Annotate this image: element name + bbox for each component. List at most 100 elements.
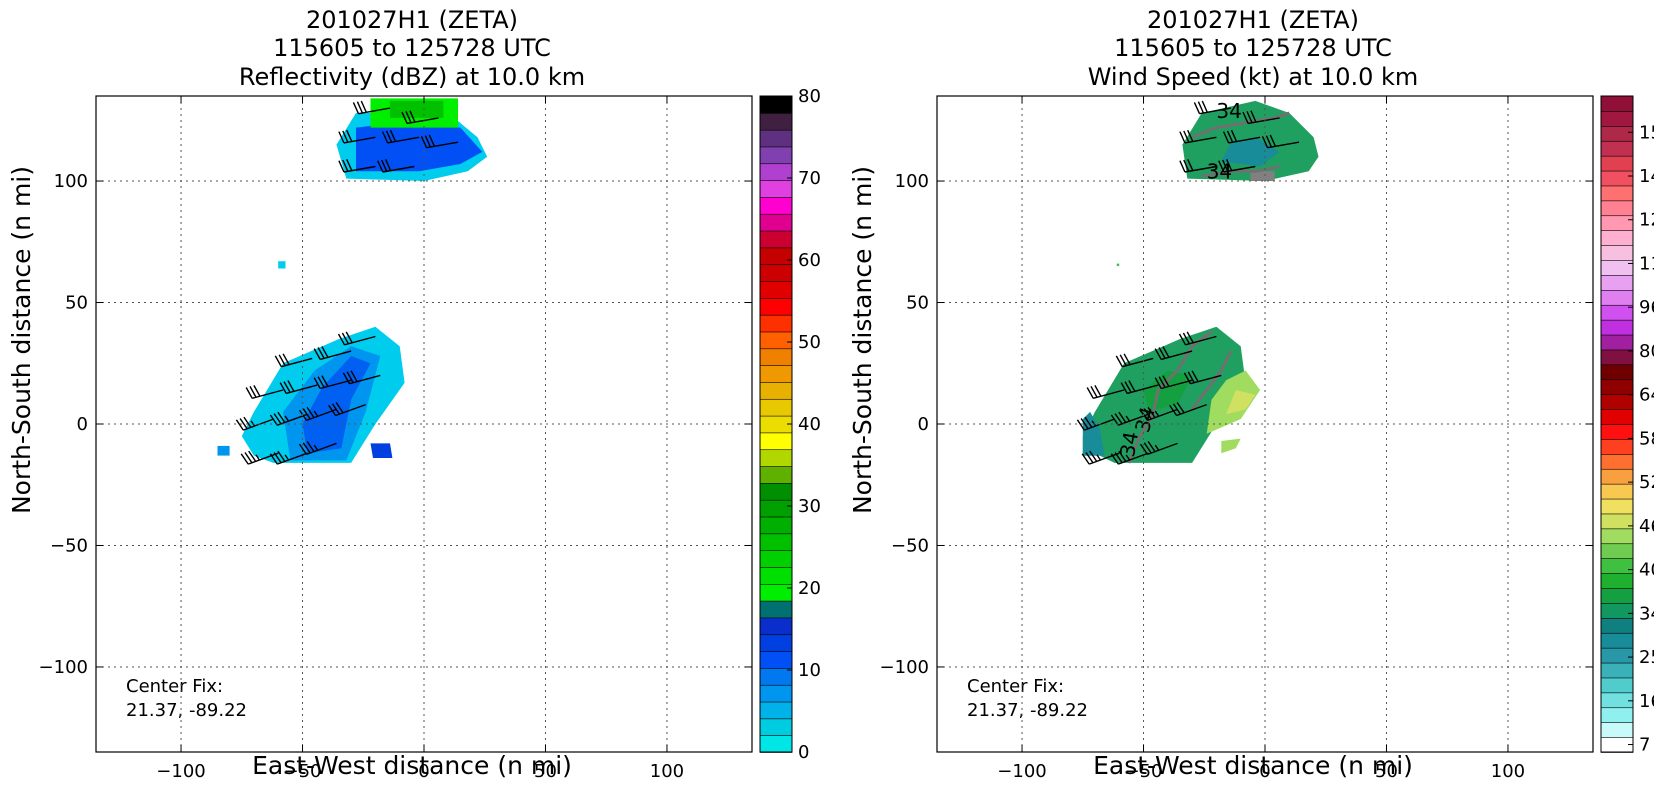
- x-axis-label: East-West distance (n mi): [1093, 751, 1413, 780]
- southern-wind-yellow: [1226, 390, 1256, 415]
- colorbar-segment: [759, 734, 793, 753]
- contour-34: [1127, 330, 1213, 464]
- colorbar-segment: [759, 364, 793, 383]
- colorbar-tick-label: 64: [1639, 385, 1654, 406]
- colorbar-segment: [1600, 542, 1634, 559]
- colorbar-segment: [759, 230, 793, 249]
- colorbar-tick-label: 50: [798, 332, 821, 353]
- colorbar-segment: [759, 516, 793, 535]
- colorbar-segment: [1600, 632, 1634, 649]
- colorbar-segment: [759, 112, 793, 131]
- x-tick-label: 100: [1491, 761, 1525, 782]
- colorbar-tick-label: 40: [1639, 560, 1654, 581]
- y-tick-label: 0: [918, 414, 929, 435]
- colorbar-segment: [1600, 393, 1634, 410]
- wind-barb: [1179, 159, 1217, 173]
- colorbar-segment: [1600, 423, 1634, 440]
- colorbar-segment: [759, 482, 793, 501]
- colorbar-segment: [1600, 602, 1634, 619]
- plot-frame: [936, 95, 1594, 753]
- wind-barb: [235, 416, 274, 431]
- colorbar-segment: [1600, 721, 1634, 738]
- wind-barb: [313, 375, 352, 390]
- center-fix-value: 21.37, -89.22: [126, 700, 247, 721]
- colorbar-segment: [1600, 110, 1634, 127]
- colorbar-tick-label: 80: [798, 86, 821, 107]
- colorbar-tick-label: 16: [1639, 691, 1654, 712]
- wind-barb: [381, 129, 420, 144]
- wind-barb: [298, 441, 337, 456]
- wind-barb: [1086, 385, 1125, 399]
- colorbar-segment: [1600, 647, 1634, 664]
- reflectivity-panel: 201027H1 (ZETA) 115605 to 125728 UTC Ref…: [7, 6, 821, 782]
- colorbar-segment: [759, 600, 793, 619]
- chart-title-line-2: 115605 to 125728 UTC: [273, 34, 551, 62]
- colorbar-tick-label: 80: [1639, 341, 1654, 362]
- x-tick-label: 0: [1259, 761, 1270, 782]
- colorbar-segment: [1600, 244, 1634, 261]
- colorbar-segment: [759, 280, 793, 299]
- contour-34: [1191, 111, 1290, 139]
- colorbar-tick-label: 30: [798, 496, 821, 517]
- colorbar-segment: [759, 314, 793, 333]
- colorbar-segment: [1600, 214, 1634, 231]
- colorbar-segment: [1600, 587, 1634, 604]
- colorbar-segment: [759, 263, 793, 282]
- wind-barb: [420, 134, 459, 149]
- colorbar-tick-label: 7: [1639, 735, 1650, 756]
- chart-title-line-1: 201027H1 (ZETA): [306, 6, 518, 34]
- wind-barb: [1154, 346, 1193, 361]
- colorbar-segment: [759, 533, 793, 551]
- colorbar: 0 10 20 30 40 50 60 70 80: [759, 86, 821, 763]
- colorbar-segment: [1600, 170, 1634, 187]
- colorbar-segment: [759, 617, 793, 636]
- colorbar-segment: [759, 196, 793, 215]
- wind-barb: [1110, 450, 1149, 465]
- y-tick-label: 100: [54, 171, 88, 192]
- y-tick-label: 100: [895, 171, 929, 192]
- wind-barb: [401, 110, 439, 125]
- wind-barb: [1183, 370, 1222, 385]
- y-axis-label: North-South distance (n mi): [7, 166, 36, 514]
- colorbar-segment: [759, 432, 793, 451]
- colorbar-tick-label: 20: [798, 578, 821, 599]
- colorbar-segment: [759, 129, 793, 148]
- contour-label: 34: [1115, 430, 1143, 459]
- chart-title-line-2: 115605 to 125728 UTC: [1114, 34, 1392, 62]
- x-tick-label: −100: [156, 761, 205, 782]
- colorbar-tick-label: 70: [798, 168, 821, 189]
- northern-echo-green-dark: [390, 100, 444, 118]
- contour-34: [1201, 165, 1280, 178]
- wind-barb: [245, 385, 284, 399]
- wind-barb: [1242, 110, 1280, 125]
- x-tick-label: −50: [1125, 761, 1163, 782]
- x-tick-label: 0: [418, 761, 429, 782]
- wind-barb: [1081, 450, 1120, 465]
- wind-barb: [377, 159, 415, 173]
- colorbar-segment: [1600, 349, 1634, 366]
- colorbar-tick-label: 155: [1639, 122, 1654, 143]
- wind-barb: [1139, 441, 1178, 456]
- wind-barb: [1222, 129, 1261, 144]
- colorbar-segment: [1600, 155, 1634, 172]
- wind-barb: [279, 380, 318, 395]
- chart-title-line-1: 201027H1 (ZETA): [1147, 6, 1359, 34]
- contour-label: 34: [1216, 99, 1241, 123]
- colorbar-segment: [1600, 617, 1634, 634]
- y-axis-label: North-South distance (n mi): [848, 166, 877, 514]
- center-fix-label: Center Fix:: [967, 676, 1064, 697]
- y-tick-label: −50: [891, 535, 929, 556]
- colorbar-segment: [1600, 125, 1634, 142]
- wind-barb: [1169, 402, 1207, 417]
- colorbar-segment: [1600, 289, 1634, 306]
- wind-barb: [337, 331, 376, 346]
- wind-barb: [274, 353, 313, 368]
- colorbar-segment: [759, 297, 793, 316]
- chart-title-line-3: Reflectivity (dBZ) at 10.0 km: [239, 63, 585, 91]
- colorbar-segment: [1600, 274, 1634, 291]
- colorbar-segment: [759, 398, 793, 417]
- wind-barb: [1218, 159, 1256, 173]
- small-echo-north: [278, 261, 286, 269]
- colorbar-segment: [1600, 185, 1634, 202]
